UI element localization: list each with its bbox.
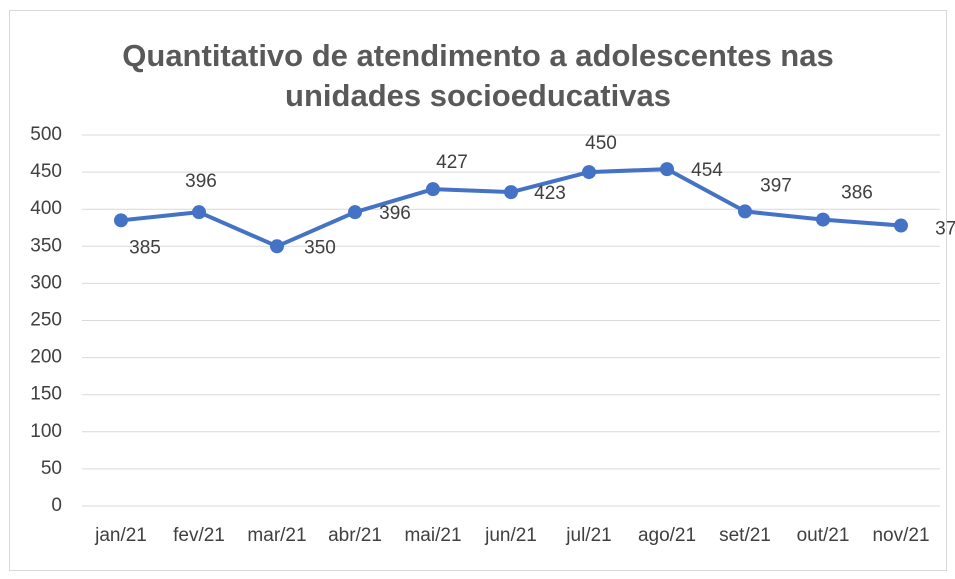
chart-title: Quantitativo de atendimento a adolescent… [122, 38, 834, 113]
point [192, 205, 206, 220]
data-label: 450 [585, 133, 617, 154]
point [504, 185, 518, 200]
x-tick-label: ago/21 [638, 525, 696, 546]
y-tick-label: 350 [30, 235, 62, 256]
data-label: 396 [379, 203, 411, 224]
data-label: 397 [760, 175, 792, 196]
x-tick-label: fev/21 [173, 525, 225, 546]
point [270, 239, 284, 254]
data-label: 378 [935, 219, 955, 240]
x-tick-label: abr/21 [328, 525, 382, 546]
data-label: 454 [691, 160, 723, 181]
data-label: 385 [129, 237, 161, 258]
point [660, 162, 674, 177]
point [582, 165, 596, 180]
x-tick-label: mai/21 [404, 525, 461, 546]
x-tick-label: out/21 [797, 525, 850, 546]
chart-frame [9, 10, 947, 571]
data-label: 423 [534, 183, 566, 204]
y-tick-label: 150 [30, 384, 62, 405]
y-tick-label: 200 [30, 347, 62, 368]
x-tick-label: mar/21 [247, 525, 306, 546]
x-tick-label: nov/21 [872, 525, 929, 546]
x-tick-label: jan/21 [94, 525, 147, 546]
point [114, 213, 128, 228]
x-tick-label: set/21 [719, 525, 771, 546]
point [816, 212, 830, 227]
data-label: 396 [185, 171, 217, 192]
y-tick-label: 500 [30, 124, 62, 145]
point [348, 205, 362, 220]
y-tick-label: 300 [30, 272, 62, 293]
point [738, 204, 752, 219]
y-tick-label: 0 [51, 495, 62, 516]
data-label: 350 [304, 237, 336, 258]
y-tick-label: 250 [30, 310, 62, 331]
point [426, 182, 440, 197]
y-tick-label: 100 [30, 421, 62, 442]
y-tick-label: 50 [41, 458, 62, 479]
data-label: 427 [436, 152, 468, 173]
x-tick-label: jun/21 [484, 525, 537, 546]
point [894, 218, 908, 233]
data-label: 386 [841, 183, 873, 204]
y-tick-label: 450 [30, 161, 62, 182]
y-tick-label: 400 [30, 198, 62, 219]
x-tick-label: jul/21 [565, 525, 611, 546]
